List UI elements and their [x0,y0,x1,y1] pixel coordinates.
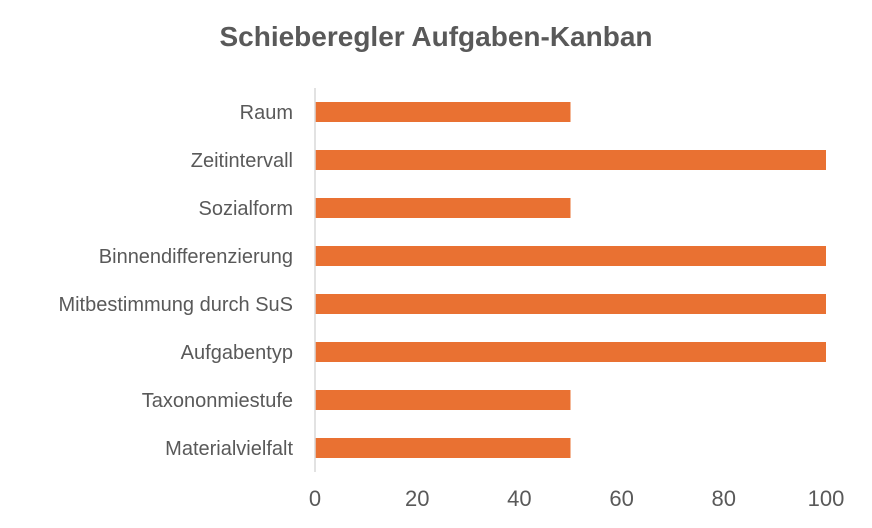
x-tick-label: 80 [712,486,736,511]
bar-0 [315,102,571,122]
chart-title: Schieberegler Aufgaben-Kanban [219,21,652,52]
bar-6 [315,390,571,410]
bar-1 [315,150,826,170]
bar-2 [315,198,571,218]
x-tick-label: 0 [309,486,321,511]
category-label: Taxononmiestufe [142,390,293,412]
x-tick-label: 60 [609,486,633,511]
category-label: Zeitintervall [191,150,293,172]
category-label: Mitbestimmung durch SuS [58,294,293,316]
category-label: Binnendifferenzierung [99,246,293,268]
category-label: Sozialform [199,198,293,220]
category-label: Raum [240,102,293,124]
category-label: Aufgabentyp [181,342,293,364]
x-tick-label: 100 [808,486,845,511]
category-label: Materialvielfalt [165,438,293,460]
x-tick-label: 20 [405,486,429,511]
bar-7 [315,438,571,458]
bar-5 [315,342,826,362]
bar-3 [315,246,826,266]
bar-4 [315,294,826,314]
x-tick-label: 40 [507,486,531,511]
